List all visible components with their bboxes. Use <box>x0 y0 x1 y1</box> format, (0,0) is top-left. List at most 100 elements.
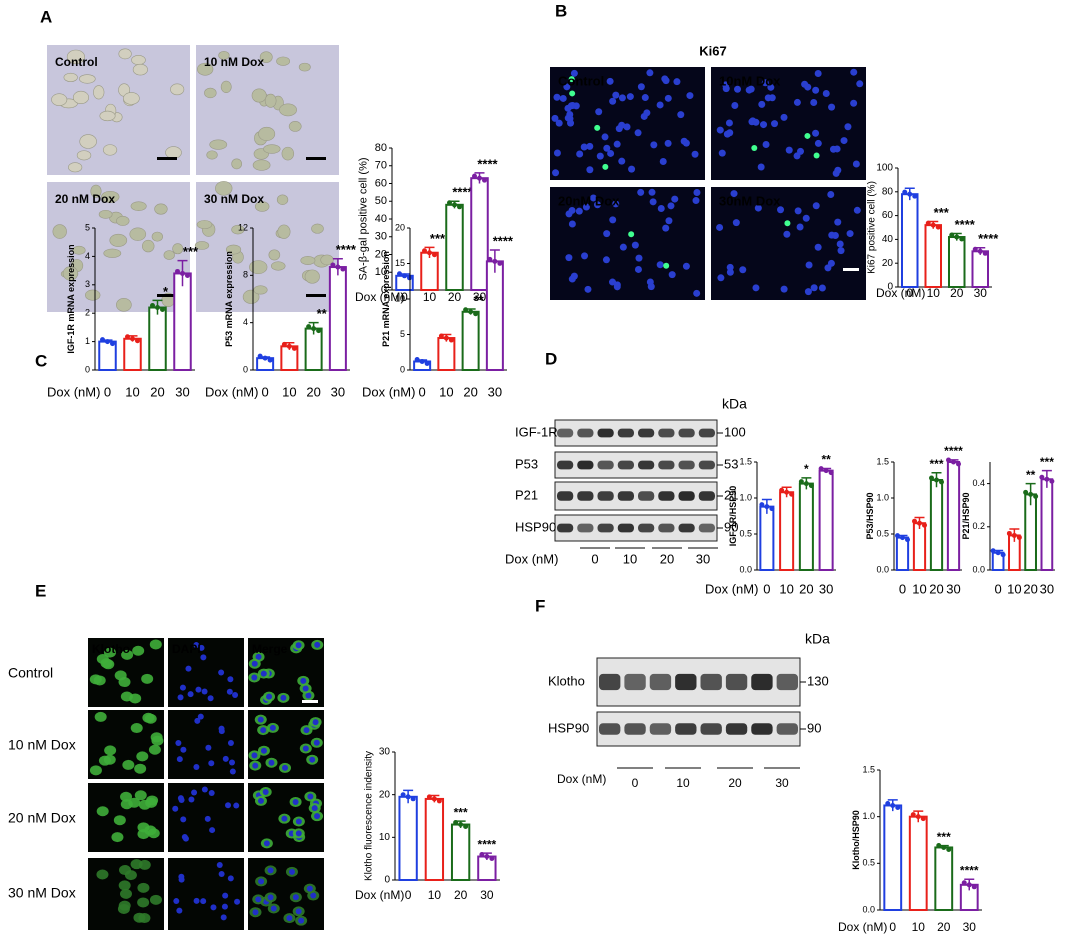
point <box>402 273 407 279</box>
nucleus <box>185 665 192 672</box>
nucleus <box>595 108 603 116</box>
point <box>939 479 944 485</box>
nucleus <box>824 264 832 272</box>
nucleus <box>752 284 760 292</box>
image-label: Control <box>558 73 604 88</box>
cell <box>242 289 260 304</box>
significance: *** <box>937 830 951 844</box>
nucleus <box>207 695 214 702</box>
nucleus <box>551 114 559 122</box>
point <box>951 459 956 465</box>
nucleus <box>612 200 620 208</box>
point <box>110 341 115 347</box>
blot-band <box>658 428 675 438</box>
blot-band <box>675 673 697 691</box>
nucleus <box>559 94 567 102</box>
dose-label: 10 <box>623 551 637 566</box>
y-tick-label: 1.0 <box>876 492 889 502</box>
nucleus <box>648 188 656 196</box>
point <box>257 353 263 359</box>
nucleus <box>844 123 852 131</box>
cell <box>300 256 316 265</box>
significance: *** <box>934 205 950 220</box>
nucleus <box>637 188 645 196</box>
nucleus <box>172 805 179 812</box>
point <box>175 268 180 274</box>
nucleus <box>615 125 623 133</box>
blot-band <box>638 523 655 533</box>
x-axis-label: Dox (nM) <box>705 581 758 596</box>
blot-band <box>597 523 614 533</box>
blot-band <box>751 723 773 735</box>
nucleus <box>234 898 241 905</box>
nucleus <box>295 818 302 825</box>
x-tick-label: 30 <box>175 384 189 399</box>
bar <box>485 260 504 371</box>
cell <box>72 90 90 104</box>
nucleus <box>260 670 267 677</box>
x-tick-label: 20 <box>463 384 477 399</box>
nucleus <box>307 793 314 800</box>
nucleus <box>198 644 205 651</box>
y-tick-label: 20 <box>882 258 894 269</box>
cell <box>264 93 277 108</box>
point <box>917 520 922 526</box>
blot-band <box>658 523 675 533</box>
micrograph <box>47 182 190 312</box>
point <box>828 470 834 476</box>
point <box>1049 478 1055 484</box>
point <box>286 343 292 349</box>
x-label: Dox (nM) <box>505 551 558 566</box>
significance: * <box>804 462 809 476</box>
point <box>185 272 190 278</box>
y-tick-label: 20 <box>375 248 387 260</box>
point <box>492 258 498 264</box>
nucleus <box>575 207 583 215</box>
nucleus <box>229 759 236 766</box>
y-tick-label: 0.2 <box>972 521 985 531</box>
nucleus <box>260 747 267 754</box>
y-tick-label: 2 <box>85 308 90 318</box>
nucleus <box>216 861 223 868</box>
y-tick-label: 30 <box>375 231 387 243</box>
scale-bar <box>157 157 177 160</box>
ki67-cell <box>628 231 635 238</box>
bar <box>445 203 464 291</box>
bar <box>946 461 961 571</box>
point <box>1006 530 1012 536</box>
blot-band <box>577 460 594 470</box>
condition-label: 30 nM Dox <box>8 885 76 901</box>
cell <box>277 224 291 239</box>
nucleus <box>177 694 184 701</box>
nucleus <box>771 120 779 128</box>
significance: **** <box>978 231 999 246</box>
nucleus <box>664 94 672 102</box>
nucleus <box>267 894 274 901</box>
stain-label: Klotho <box>92 642 130 656</box>
protein-label: Klotho <box>548 673 585 688</box>
y-tick-label: 5 <box>85 222 90 232</box>
nucleus <box>780 285 788 293</box>
nucleus <box>662 77 670 85</box>
nucleus <box>262 789 269 796</box>
y-tick-label: 3 <box>85 279 90 289</box>
nucleus <box>793 98 801 106</box>
point <box>912 518 917 524</box>
nucleus <box>812 129 820 137</box>
y-tick-label: 20 <box>379 789 391 800</box>
nucleus <box>646 69 654 77</box>
y-axis-label: P21/HSP90 <box>961 492 971 539</box>
nucleus <box>716 223 724 231</box>
point <box>468 309 474 315</box>
point <box>262 355 268 361</box>
nucleus <box>314 813 321 820</box>
nucleus <box>726 263 734 271</box>
nucleus <box>298 917 305 924</box>
y-tick-label: 30 <box>379 747 391 758</box>
y-tick-label: 0.0 <box>739 564 752 574</box>
y-tick-label: 60 <box>882 210 894 221</box>
blot-band <box>678 428 695 438</box>
klotho-cell <box>142 712 155 723</box>
nucleus <box>726 268 734 276</box>
